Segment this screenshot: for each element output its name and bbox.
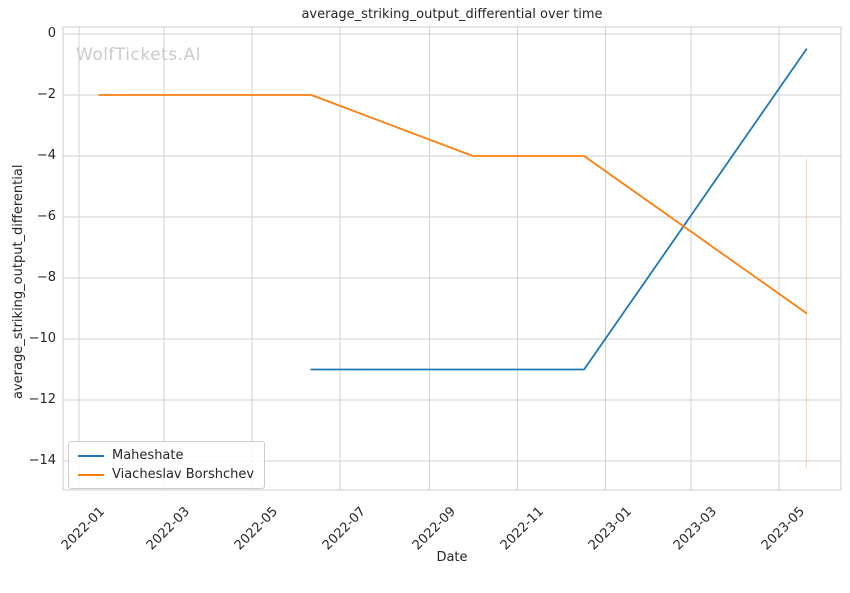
x-axis-label: Date [436,550,468,565]
watermark: WolfTickets.AI [76,45,202,65]
y-tick-label--6: −6 [36,209,56,225]
chart-figure: average_striking_output_differential ove… [11,7,842,565]
y-tick-label--4: −4 [36,148,56,164]
y-tick-label--2: −2 [36,87,56,103]
chart-title: average_striking_output_differential ove… [301,7,603,22]
y-tick-label--14: −14 [28,453,56,469]
series-line-maheshate [310,48,808,371]
legend-item-viacheslav-borshchev: Viacheslav Borshchev [78,466,254,483]
legend-item-maheshate: Maheshate [78,447,254,464]
legend-swatch-viacheslav-borshchev [78,473,104,476]
plot-area [62,26,842,491]
plot-border [62,26,842,491]
y-tick-label--10: −10 [28,331,56,347]
legend-label-viacheslav-borshchev: Viacheslav Borshchev [112,467,255,482]
series-line-viacheslav-borshchev [98,94,808,314]
y-axis-label: average_striking_output_differential [11,164,26,399]
y-tick-label-0: 0 [47,26,56,41]
legend-swatch-maheshate [78,454,104,457]
legend: Maheshate Viacheslav Borshchev [68,441,266,489]
y-tick-label--12: −12 [28,392,56,408]
y-tick-label--8: −8 [36,270,56,286]
legend-label-maheshate: Maheshate [112,448,184,463]
